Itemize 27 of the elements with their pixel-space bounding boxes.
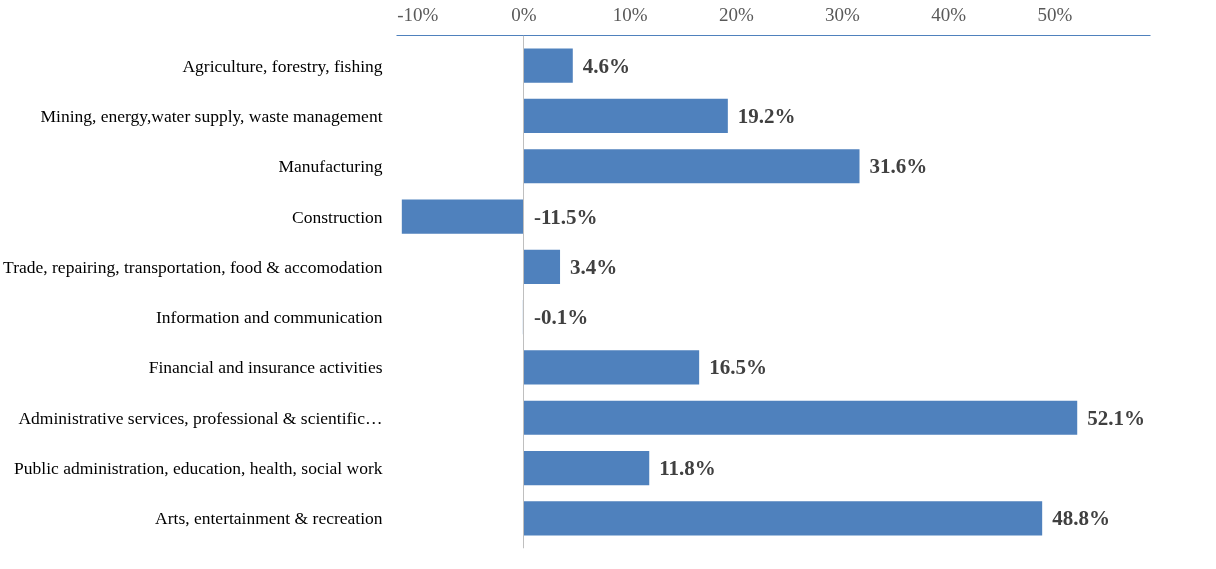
data-label: 31.6% <box>869 154 928 179</box>
x2-tick-label: 30% <box>825 3 861 25</box>
x2-tick-label: 10% <box>612 3 648 25</box>
y-tick-label: Trade, repairing, transportation, food & accomodation <box>3 256 383 277</box>
y-tick-label: Information and communication <box>156 307 383 328</box>
data-label: 11.8% <box>659 456 716 481</box>
x2-tick-label: 0% <box>511 3 537 25</box>
data-label: 3.4% <box>570 254 618 279</box>
data-label: -11.5% <box>533 204 598 229</box>
data-label: -0.1% <box>533 305 589 330</box>
data-label: 48.8% <box>1052 506 1110 531</box>
y-tick-label: Agriculture, forestry, fishing <box>182 55 383 76</box>
y-tick-label: Construction <box>292 206 383 227</box>
x2-tick-label: 50% <box>1037 3 1073 25</box>
y-tick-label: Administrative services, professional & scientific… <box>18 407 383 428</box>
data-label: 52.1% <box>1087 405 1145 430</box>
x2-tick-label: 20% <box>718 3 754 25</box>
y-tick-label: Manufacturing <box>278 156 383 177</box>
y-tick-label: Arts, entertainment & recreation <box>155 508 383 529</box>
data-label: 16.5% <box>709 355 767 380</box>
x2-tick-label: -10% <box>397 3 439 25</box>
data-label: 4.6% <box>582 53 631 78</box>
y-tick-label: Mining, energy,water supply, waste management <box>40 105 383 126</box>
x2-tick-label: 40% <box>931 3 967 25</box>
y-tick-label: Financial and insurance activities <box>148 357 383 378</box>
y-tick-label: Public administration, education, health, social work <box>14 458 383 479</box>
data-label: 19.2% <box>737 103 796 128</box>
